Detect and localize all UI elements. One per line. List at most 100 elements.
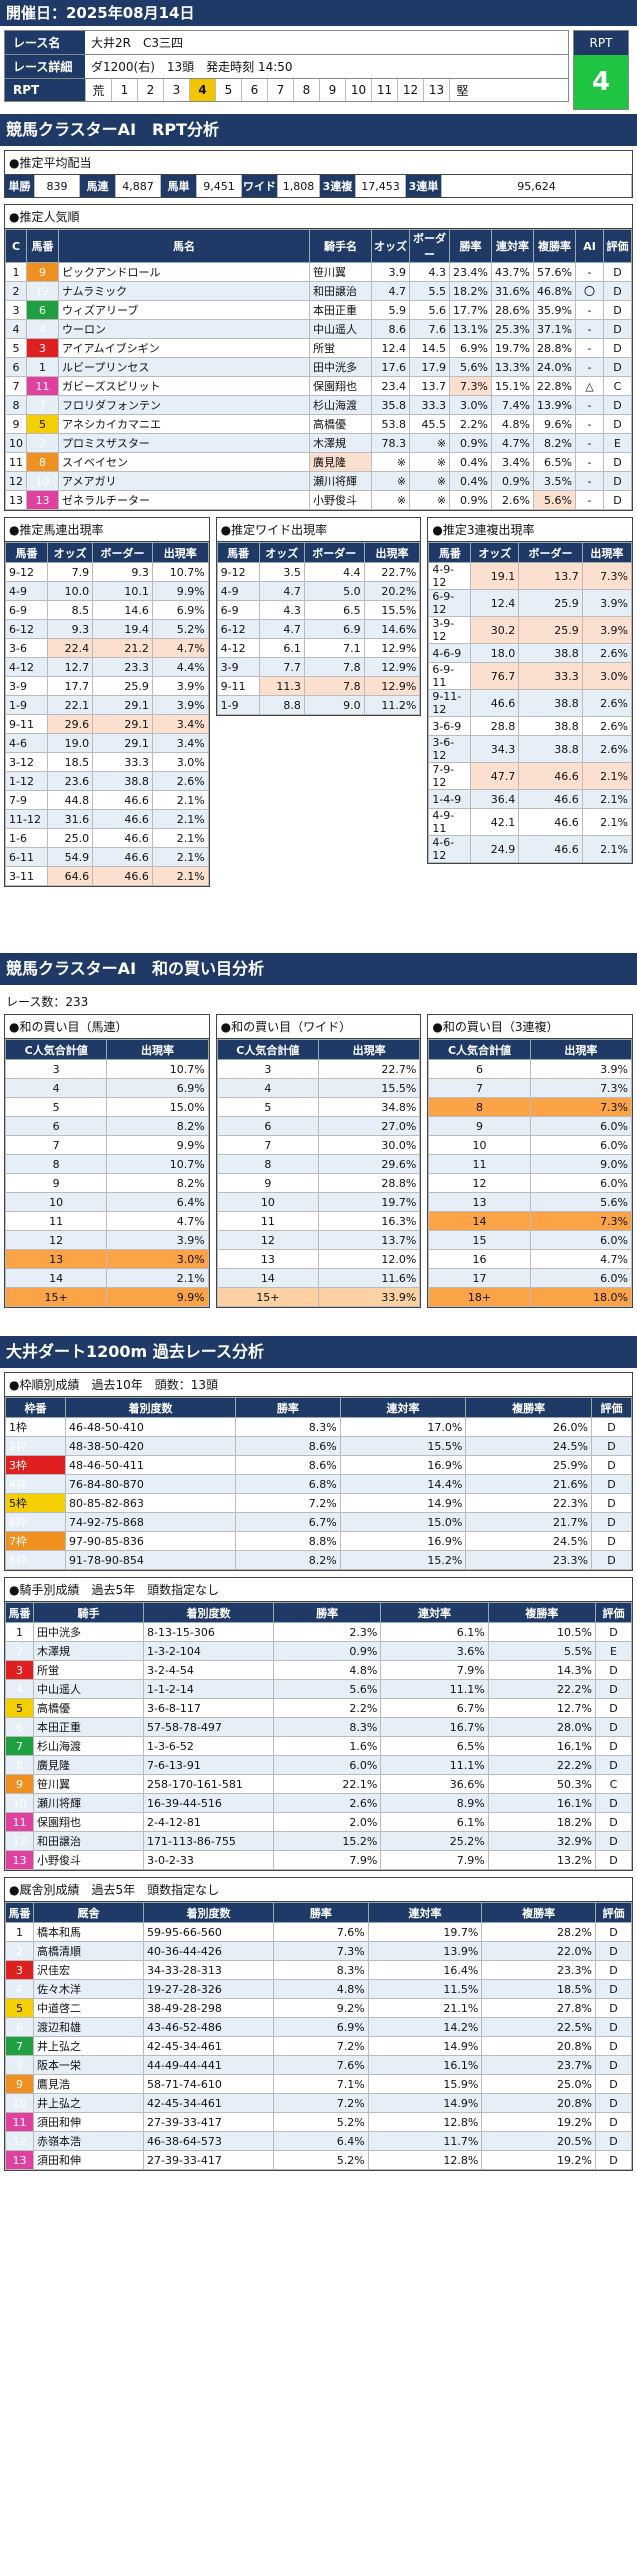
cell: 8.2% [235, 1550, 341, 1570]
cell: 21.1% [367, 1998, 483, 2018]
cell: 28.8 [470, 716, 520, 736]
cell: 8.8 [258, 695, 305, 715]
table-row: 6 27.0% [216, 1116, 421, 1136]
cell: 3-6-9 [428, 716, 472, 736]
cell: 7.9% [380, 1660, 489, 1680]
cell: 12.7% [487, 1698, 597, 1718]
table-row: 1-6 25.0 46.6 2.1% [5, 828, 209, 848]
cell: 杉山海渡 [33, 1736, 144, 1756]
col-header: 勝率 [449, 229, 492, 263]
table-row: 1-4-9 36.4 46.6 2.1% [428, 789, 633, 809]
cell: C [603, 376, 632, 396]
cell: 53.8 [371, 414, 411, 434]
cell: 57.6% [533, 262, 576, 282]
col-header: 出現率 [529, 1039, 633, 1060]
table-row: 13 13 ゼネラルチーター 小野俊斗 ※ ※ 0.9% 2.6% 5.6% - D [5, 490, 632, 510]
cell: 9.0 [303, 695, 365, 715]
cell: 8.3% [273, 1960, 369, 1980]
cell: 3-9-12 [428, 616, 472, 644]
cell: 8.6% [235, 1436, 341, 1456]
cell: 4.3 [409, 262, 451, 282]
table-row: 12 和田譲治 171-113-86-755 15.2% 25.2% 32.9% D [5, 1831, 632, 1851]
cell: 6.0% [272, 1755, 382, 1775]
jockey-table: 馬番 騎手 着別度数 勝率 連対率 複勝率 評価 1 田中洸多 8-13-15-306 2.3% 6.… [5, 1602, 632, 1870]
cell: 33.3 [518, 662, 583, 690]
table-row: 6 8.2% [4, 1116, 209, 1136]
cell: 6.0% [529, 1230, 633, 1250]
table-row: 3-9-12 30.2 25.9 3.9% [428, 616, 633, 644]
wa-umaren-box: ●和の買い目（馬連） C人気合計値 出現率 3 10.7% 4 6.9% 5 15.0% 6 8.… [4, 1014, 210, 1308]
table-row: 4-9-12 19.1 13.7 7.3% [428, 562, 633, 590]
cell: D [591, 1474, 632, 1494]
cell: 21.6% [465, 1474, 592, 1494]
cell: 小野俊斗 [33, 1850, 144, 1870]
col-header: 評価 [595, 1902, 632, 1923]
table-row: 6-9-12 12.4 25.9 3.9% [428, 589, 633, 617]
col-header: 連対率 [339, 1397, 467, 1418]
cell: D [595, 2150, 632, 2170]
cell: 25.3% [491, 319, 534, 339]
cell: 5.6% [529, 1192, 633, 1212]
table-row: 5 中道啓二 38-49-28-298 9.2% 21.1% 27.8% D [5, 1998, 632, 2018]
table-row: 9-11 29.6 29.1 3.4% [5, 714, 209, 734]
cell: 3.5 [258, 562, 305, 582]
cell: 27.8% [481, 1998, 596, 2018]
cell: D [595, 1941, 632, 1961]
cell: 6.9% [273, 2017, 369, 2037]
cell: 杉山海渡 [309, 395, 373, 415]
cell: 7.6% [273, 1922, 369, 1942]
cell: 2.1% [151, 866, 209, 886]
cell: 30.0% [317, 1135, 421, 1155]
trio-box: ●推定3連複出現率 馬番 オッズ ボーダー 出現率 4-9-12 19.1 13.7 7.3%… [427, 517, 634, 864]
cell: 7.2% [273, 2093, 369, 2113]
cell: 3 [5, 1660, 34, 1680]
cell: 3.9% [581, 589, 633, 617]
table-row: 3-9 17.7 25.9 3.9% [5, 676, 209, 696]
cell: 18.5 [46, 752, 94, 772]
cell: 橋本和馬 [33, 1922, 144, 1942]
table-row: 9 鷹見浩 58-71-74-610 7.1% 15.9% 25.0% D [5, 2074, 632, 2094]
table-row: 9-12 3.5 4.4 22.7% [216, 562, 421, 582]
cell: - [575, 414, 604, 434]
cell: 14.2% [367, 2017, 483, 2037]
cell: 8.9% [380, 1793, 489, 1813]
col-header: 馬番 [216, 542, 260, 563]
cell: 54.9 [46, 847, 94, 867]
cell: 12 [5, 471, 27, 491]
cell: 9-12 [5, 562, 48, 582]
cell: 1.6% [272, 1736, 382, 1756]
cell: 10.0 [46, 581, 94, 601]
cell: 20.8% [481, 2093, 596, 2113]
table-row: 8 29.6% [216, 1154, 421, 1174]
cell: 3.0% [581, 662, 633, 690]
cell: 27-39-33-417 [143, 2112, 274, 2132]
popularity-table: C 馬番 馬名 騎手名 オッズ ボーダー 勝率 連対率 複勝率 AI 評価 1 9 ピックアンドロール 笹川… [5, 229, 632, 510]
cell: 11 [5, 2112, 34, 2132]
cell: 15.0% [339, 1512, 467, 1532]
cell: 47.7 [470, 762, 520, 790]
cell: 1 [26, 357, 59, 377]
cell: 5 [5, 1698, 34, 1718]
cell: D [595, 2017, 632, 2037]
cell: 38.8 [518, 643, 583, 663]
umaren-box: ●推定馬連出現率 馬番 オッズ ボーダー 出現率 9-12 7.9 9.3 10.7% 4-9 1… [4, 517, 210, 887]
cell: 10 [5, 433, 27, 453]
trio-table: 馬番 オッズ ボーダー 出現率 4-9-12 19.1 13.7 7.3% 6-9-12 12.4… [428, 542, 633, 863]
cell: 保園翔也 [33, 1812, 144, 1832]
cell: D [595, 1717, 632, 1737]
cell: 6枠 [5, 1512, 66, 1532]
table-row: 1-9 22.1 29.1 3.9% [5, 695, 209, 715]
cell: 7.3% [529, 1097, 633, 1117]
cell: 4 [5, 1679, 34, 1699]
cell: 2.6% [581, 716, 633, 736]
table-row: 13 小野俊斗 3-0-2-33 7.9% 7.9% 13.2% D [5, 1850, 632, 1870]
table-row: 13 5.6% [428, 1192, 633, 1212]
cell: 58-71-74-610 [143, 2074, 274, 2094]
cell: 11 [5, 452, 27, 472]
cell: 4.7% [106, 1211, 209, 1231]
cell: 6 [5, 1717, 34, 1737]
cell: 24.5% [465, 1436, 592, 1456]
rpt-cell: 5 [215, 79, 241, 101]
cell: C [595, 1774, 632, 1794]
cell: 13.1% [449, 319, 492, 339]
